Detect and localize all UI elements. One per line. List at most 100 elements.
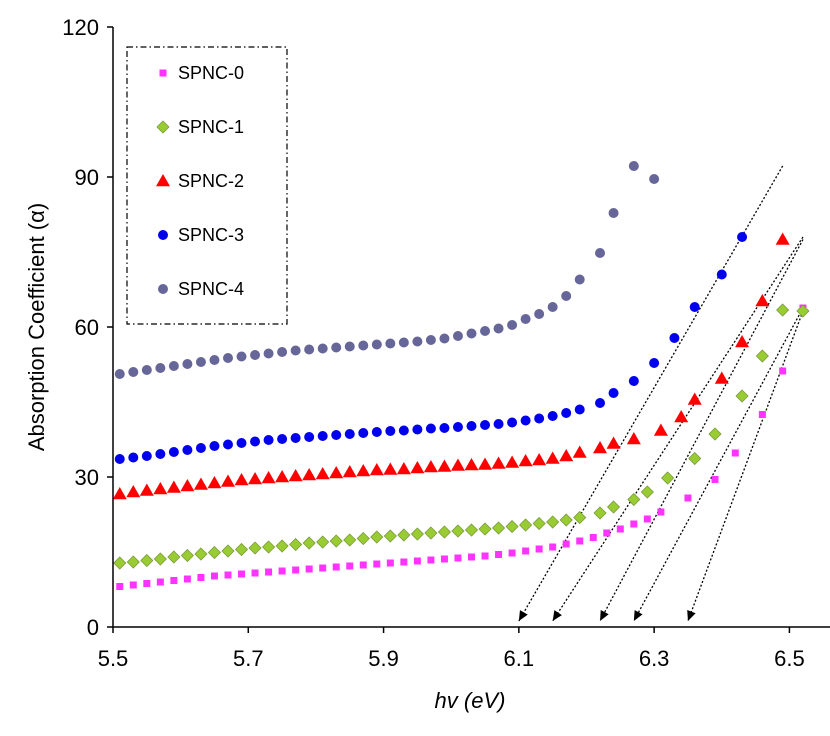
data-point (574, 274, 585, 285)
data-point (182, 445, 193, 455)
data-point (277, 434, 288, 444)
data-point (383, 462, 398, 475)
data-point (304, 432, 315, 442)
data-point (317, 431, 328, 441)
legend-item-spnc-2: SPNC-2 (156, 171, 244, 191)
data-point (737, 232, 748, 242)
legend-label: SPNC-3 (178, 225, 244, 245)
tangent-line (633, 307, 804, 622)
data-point (628, 376, 639, 386)
data-point (224, 571, 232, 579)
data-point (261, 471, 276, 484)
data-point (507, 417, 518, 428)
data-point (331, 430, 342, 440)
data-point (520, 314, 531, 324)
data-point (412, 336, 423, 347)
data-point (640, 485, 654, 499)
data-point (275, 470, 290, 483)
data-point (437, 459, 452, 472)
data-point (451, 524, 465, 538)
data-point (197, 574, 205, 581)
data-point (359, 561, 367, 569)
data-point (290, 345, 301, 356)
tangent-arrowhead (687, 610, 696, 621)
data-point (412, 424, 423, 435)
data-point (168, 447, 179, 457)
data-point (370, 530, 384, 544)
data-point (669, 333, 680, 343)
data-point (559, 513, 573, 527)
data-point (194, 547, 208, 561)
data-point (437, 525, 452, 539)
data-point (687, 392, 702, 405)
data-point (275, 539, 289, 553)
tangent-arrowhead (518, 610, 528, 621)
data-point (626, 432, 641, 445)
data-point (608, 388, 619, 398)
data-point (505, 455, 520, 468)
data-point (535, 545, 543, 553)
data-point (288, 469, 303, 482)
data-point (534, 413, 545, 424)
data-point (711, 476, 719, 483)
data-point (112, 487, 127, 500)
data-point (220, 474, 235, 487)
data-point (343, 533, 357, 547)
series-spnc-4 (114, 161, 660, 379)
data-point (643, 515, 651, 523)
data-point (468, 553, 475, 561)
series-spnc-3 (114, 232, 748, 464)
data-point (606, 436, 621, 449)
data-point (440, 555, 448, 563)
data-point (450, 458, 465, 471)
data-point (140, 553, 154, 568)
data-point (561, 408, 572, 418)
data-point (439, 333, 450, 344)
y-ticks: 0 30 60 90 120 (62, 15, 113, 640)
data-point (143, 580, 151, 587)
data-point (452, 422, 463, 432)
data-point (305, 565, 313, 573)
data-point (520, 415, 531, 426)
data-point (168, 361, 179, 371)
data-point (183, 575, 191, 583)
data-point (627, 492, 641, 507)
data-point (139, 483, 154, 496)
tangent-arrowhead (600, 610, 609, 621)
tangent-line (599, 239, 804, 622)
data-point (522, 547, 530, 555)
data-point (277, 347, 288, 357)
data-point (507, 320, 518, 330)
legend-label: SPNC-1 (178, 117, 244, 137)
data-point (572, 445, 587, 458)
data-point (193, 477, 208, 490)
data-point (657, 508, 665, 516)
tangent-line (552, 236, 804, 622)
data-point (755, 294, 770, 307)
data-point (207, 476, 222, 489)
legend-item-spnc-3: SPNC-3 (158, 225, 244, 245)
data-point (371, 339, 382, 350)
data-point (166, 480, 181, 493)
data-point (207, 545, 222, 560)
data-point (222, 353, 233, 363)
data-point (714, 371, 729, 384)
data-point (332, 563, 340, 571)
data-point (385, 338, 396, 349)
data-point (182, 359, 193, 369)
data-point (356, 531, 370, 546)
legend-label: SPNC-2 (178, 171, 244, 191)
data-point (342, 465, 357, 478)
data-point (304, 344, 315, 355)
data-point (439, 423, 450, 433)
data-point (630, 520, 638, 528)
data-point (519, 518, 533, 532)
data-point (653, 423, 668, 436)
data-point (236, 351, 247, 362)
data-point (545, 451, 560, 464)
y-tick-label: 0 (87, 615, 99, 640)
data-point (661, 471, 675, 485)
y-tick-label: 120 (62, 15, 99, 40)
data-point (593, 441, 608, 454)
data-point (508, 549, 516, 557)
